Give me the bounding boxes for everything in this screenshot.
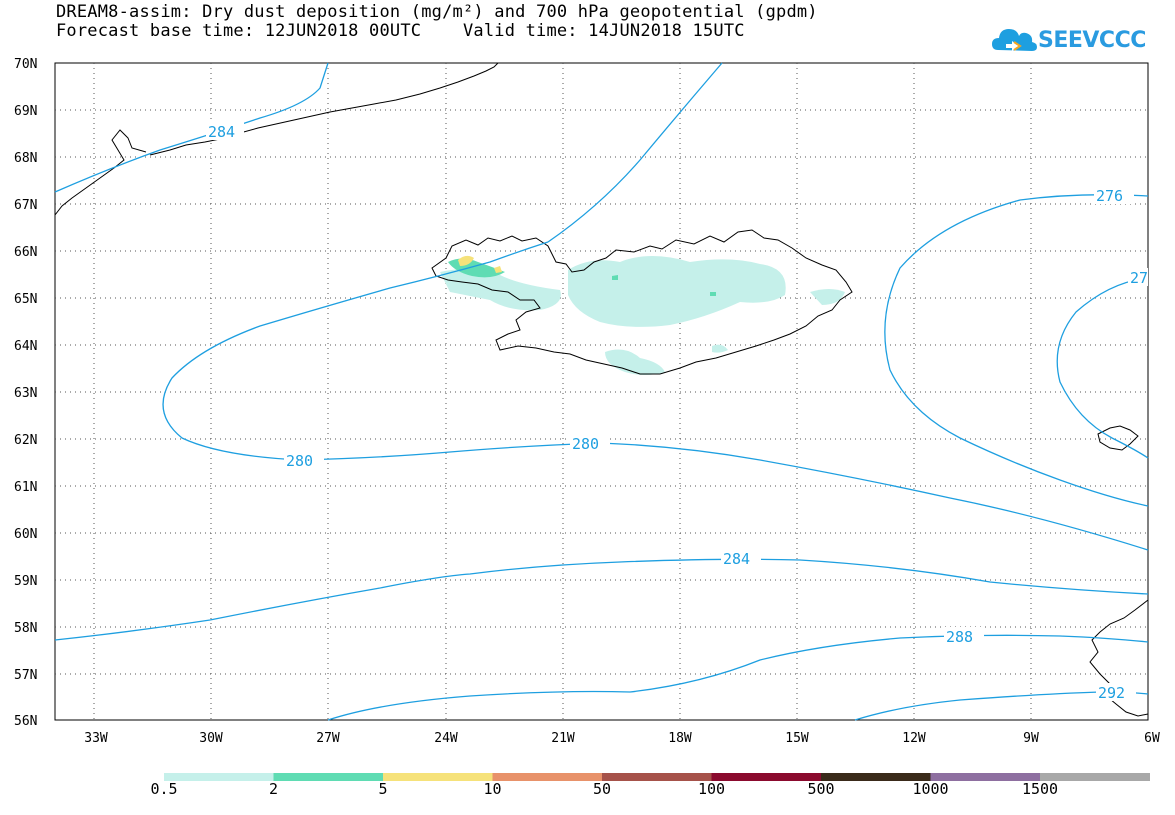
cloud-logo-icon <box>992 29 1037 51</box>
map-title-line-1: DREAM8-assim: Dry dust deposition (mg/m²… <box>56 2 818 22</box>
colorbar-swatch <box>492 773 603 781</box>
dust-area-southcoast <box>712 344 728 353</box>
contour-284-south <box>54 558 1149 641</box>
dust-spot-1 <box>494 266 502 273</box>
dust-area-central <box>568 256 786 327</box>
contour-label-292: 292 <box>1098 684 1125 702</box>
latitude-labels: 70N 69N 68N 67N 66N 65N 64N 63N 62N 61N … <box>14 57 37 729</box>
lat-label: 68N <box>14 151 37 166</box>
colorbar-swatch <box>711 773 822 781</box>
contour-label-284-south: 284 <box>723 550 750 568</box>
contour-276-east <box>884 194 1149 507</box>
colorbar-label: 1000 <box>912 780 949 798</box>
colorbar-swatch <box>273 773 384 781</box>
lat-label: 69N <box>14 104 37 119</box>
contour-label-284-north: 284 <box>208 123 235 141</box>
lon-label: 6W <box>1144 731 1160 746</box>
lat-label: 66N <box>14 245 37 260</box>
lon-label: 15W <box>785 731 809 746</box>
map-title-line-2: Forecast base time: 12JUN2018 00UTC Vali… <box>56 21 745 41</box>
grid-lines <box>55 63 1148 720</box>
colorbar-swatch <box>602 773 712 781</box>
lon-label: 9W <box>1023 731 1039 746</box>
colorbar <box>164 773 1150 781</box>
colorbar-label: 50 <box>592 780 612 798</box>
lon-label: 21W <box>551 731 575 746</box>
greenland-coastline <box>149 62 499 156</box>
iceland-coastline <box>431 229 853 375</box>
faroe-islands-coastline <box>1097 425 1139 451</box>
coastlines <box>54 62 1149 717</box>
lat-label: 58N <box>14 621 37 636</box>
lat-label: 60N <box>14 527 37 542</box>
contour-label-280-east: 280 <box>572 435 599 453</box>
seevccc-logo: SEEVCCC <box>990 20 1146 60</box>
lon-label: 33W <box>84 731 108 746</box>
lat-label: 57N <box>14 668 37 683</box>
scotland-coastline <box>1089 599 1149 717</box>
colorbar-label: 10 <box>483 780 502 798</box>
contour-labels: 284 280 280 284 288 292 276 27 <box>206 122 1148 702</box>
lat-label: 62N <box>14 433 37 448</box>
dust-spot-2 <box>612 275 618 280</box>
contour-288 <box>327 634 1149 721</box>
lat-label: 56N <box>14 714 37 729</box>
lat-label: 64N <box>14 339 37 354</box>
lon-label: 18W <box>668 731 692 746</box>
colorbar-swatch <box>1040 773 1150 781</box>
contour-label-276: 276 <box>1096 187 1123 205</box>
lat-label: 63N <box>14 386 37 401</box>
colorbar-swatch <box>930 773 1041 781</box>
colorbar-label: 1500 <box>1021 780 1059 798</box>
colorbar-swatch <box>383 773 493 781</box>
lat-label: 70N <box>14 57 37 72</box>
colorbar-label: 500 <box>807 780 835 798</box>
colorbar-swatch <box>821 773 931 781</box>
greenland-coastline-west <box>54 129 147 216</box>
contour-label-280-west: 280 <box>286 452 313 470</box>
logo-text: SEEVCCC <box>1038 28 1146 53</box>
colorbar-label: 5 <box>378 780 388 798</box>
colorbar-swatch <box>164 773 274 781</box>
lon-label: 30W <box>199 731 223 746</box>
dust-spot-3 <box>710 292 716 296</box>
lon-label: 24W <box>434 731 458 746</box>
lat-label: 61N <box>14 480 37 495</box>
lat-label: 67N <box>14 198 37 213</box>
colorbar-label: 0.5 <box>150 780 178 798</box>
contour-label-27x: 27 <box>1130 269 1148 287</box>
colorbar-label: 100 <box>697 780 726 798</box>
map-frame <box>54 62 1149 721</box>
dust-area-westfjords-high <box>458 255 474 266</box>
lat-label: 59N <box>14 574 37 589</box>
contour-label-288: 288 <box>946 628 973 646</box>
dust-area-south <box>605 349 665 375</box>
colorbar-label: 2 <box>268 780 279 798</box>
lat-label: 65N <box>14 292 37 307</box>
longitude-labels: 33W 30W 27W 24W 21W 18W 15W 12W 9W 6W <box>84 731 1160 746</box>
lon-label: 12W <box>902 731 926 746</box>
lon-label: 27W <box>316 731 340 746</box>
dust-area-northeast <box>810 289 845 305</box>
contour-27x-east <box>1056 277 1149 459</box>
